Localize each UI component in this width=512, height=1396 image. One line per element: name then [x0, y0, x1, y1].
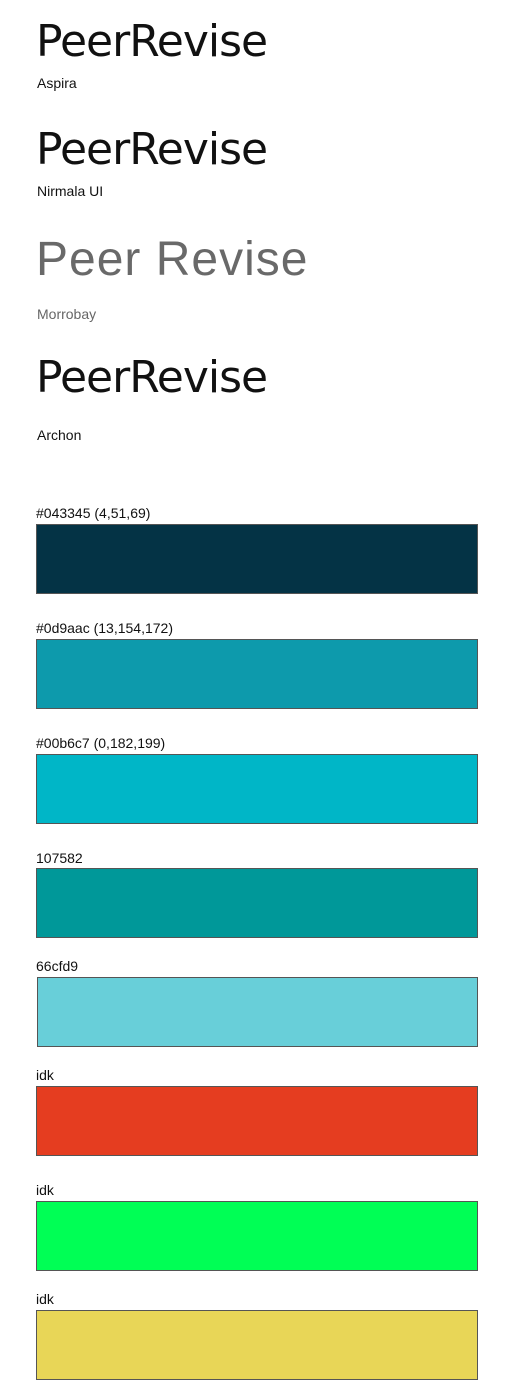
swatch-label: #043345 (4,51,69) — [36, 505, 151, 521]
font-name: Archon — [37, 427, 82, 443]
swatch-label: 66cfd9 — [36, 958, 79, 974]
color-swatch — [36, 524, 478, 594]
color-swatch — [37, 977, 478, 1047]
swatch-label: #00b6c7 (0,182,199) — [36, 735, 166, 751]
font-sample: PeerRevise — [36, 16, 268, 67]
swatch-label: idk — [36, 1291, 54, 1307]
color-swatch — [36, 639, 478, 709]
font-name: Nirmala UI — [37, 183, 104, 199]
color-swatch — [36, 1310, 478, 1380]
color-swatch — [36, 868, 478, 938]
swatch-label: idk — [36, 1067, 54, 1083]
swatch-label: #0d9aac (13,154,172) — [36, 620, 173, 636]
color-swatch — [36, 754, 478, 824]
font-sample: PeerRevise — [36, 124, 268, 175]
font-name: Aspira — [37, 75, 77, 91]
swatch-label: 107582 — [36, 850, 83, 866]
swatch-label: idk — [36, 1182, 54, 1198]
color-swatch — [36, 1086, 478, 1156]
font-name: Morrobay — [37, 306, 97, 322]
font-sample: PeerRevise — [36, 352, 268, 403]
font-sample: Peer Revise — [36, 233, 309, 286]
color-swatch — [36, 1201, 478, 1271]
